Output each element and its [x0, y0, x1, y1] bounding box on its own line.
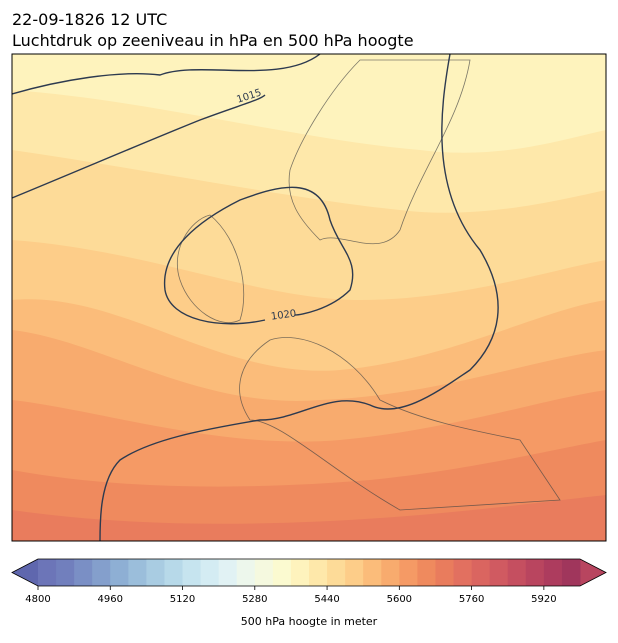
colorbar-segment: [543, 559, 563, 586]
colorbar-segment: [489, 559, 509, 586]
colorbar-frame: [11, 558, 607, 587]
colorbar-extend: [12, 559, 38, 586]
colorbar-segment: [254, 559, 274, 586]
colorbar-segment: [110, 559, 129, 586]
colorbar-segment: [561, 559, 581, 586]
map: 1015 1020: [12, 54, 606, 541]
map-band: [12, 495, 606, 541]
colorbar-segment: [290, 559, 310, 586]
colorbar-segment: [327, 559, 346, 586]
map-frame: [11, 53, 607, 542]
colorbar-segment: [507, 559, 527, 586]
colorbar-segment: [56, 559, 75, 586]
coastline: [176, 59, 561, 511]
colorbar-label: 500 hPa hoogte in meter: [241, 615, 378, 628]
colorbar-segment: [525, 559, 545, 586]
colorbar-segment: [146, 559, 165, 586]
title: 22-09-1826 12 UTC: [12, 10, 167, 29]
isobar: [99, 54, 499, 541]
colorbar-tick-label: 5760: [459, 594, 484, 605]
colorbar-extend: [580, 559, 606, 586]
colorbar-tick-label: 4960: [98, 594, 123, 605]
subtitle: Luchtdruk op zeeniveau in hPa en 500 hPa…: [12, 31, 414, 50]
colorbar-tick-label: 5920: [531, 594, 556, 605]
colorbar-segment: [74, 559, 93, 586]
colorbar-segment: [435, 559, 455, 586]
colorbar-segment: [471, 559, 491, 586]
colorbar-segment: [128, 559, 147, 586]
colorbar-segment: [381, 559, 400, 586]
colorbar-segment: [236, 559, 256, 586]
colorbar-tick-label: 5280: [242, 594, 267, 605]
colorbar-segment: [453, 559, 473, 586]
colorbar-segment: [345, 559, 364, 586]
colorbar-segment: [417, 559, 436, 586]
colorbar-tick-label: 5440: [314, 594, 339, 605]
isobar: [12, 54, 321, 95]
colorbar-segment: [164, 559, 184, 586]
contour-label: 1020: [270, 308, 297, 322]
colorbar-segment: [92, 559, 111, 586]
colorbar: 4800 4960 5120 5280 5440 5600 5760 5920: [11, 558, 607, 605]
colorbar-tick-label: 4800: [25, 594, 50, 605]
colorbar-segment: [363, 559, 382, 586]
colorbar-tick-label: 5120: [170, 594, 195, 605]
colorbar-segment: [399, 559, 418, 586]
colorbar-segment: [182, 559, 202, 586]
colorbar-segment: [272, 559, 292, 586]
colorbar-segment: [309, 559, 328, 586]
isobar: [12, 94, 266, 199]
colorbar-segment: [200, 559, 220, 586]
colorbar-segment: [218, 559, 238, 586]
colorbar-segment: [38, 559, 57, 586]
colorbar-tick-label: 5600: [387, 594, 412, 605]
